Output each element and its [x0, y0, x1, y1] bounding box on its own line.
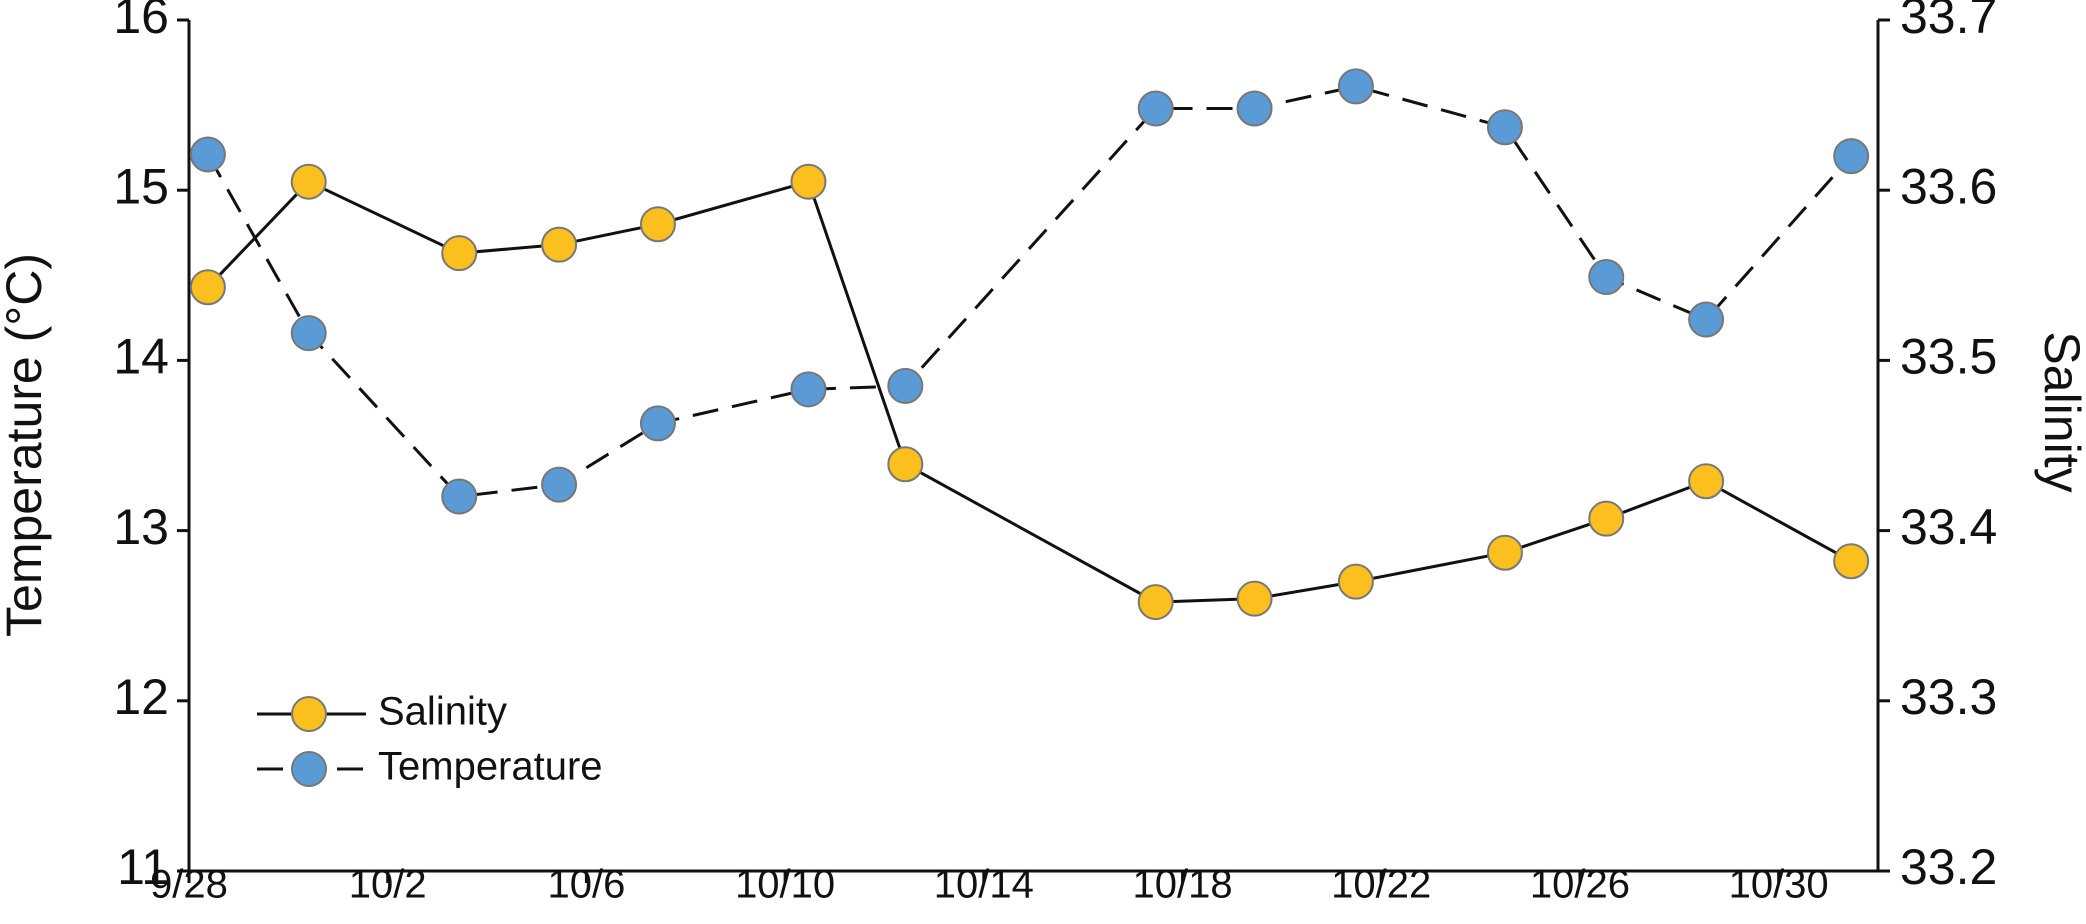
data-point [541, 226, 578, 263]
y-tick-label: 15 [113, 158, 169, 214]
data-point [189, 269, 226, 306]
y2-tick-label: 33.4 [1900, 499, 1997, 555]
data-point [1236, 580, 1273, 617]
legend-marker [291, 696, 327, 732]
legend-label: Salinity [378, 690, 507, 734]
data-point [541, 466, 578, 503]
x-tick-label: 10/22 [1331, 863, 1431, 907]
data-point [290, 315, 327, 352]
x-tick-label: 10/6 [547, 863, 625, 907]
y2-tick-label: 33.6 [1900, 158, 1997, 214]
data-point [189, 136, 226, 173]
data-point [1236, 90, 1273, 127]
y-tick-label: 11 [117, 839, 169, 895]
data-point [1337, 68, 1374, 105]
data-point [639, 405, 676, 442]
y2-axis-label: Salinity [2034, 331, 2086, 492]
x-tick-label: 10/18 [1132, 863, 1232, 907]
data-point [887, 446, 924, 483]
data-point [1833, 543, 1870, 580]
data-point [441, 478, 478, 515]
data-point [1588, 500, 1625, 537]
x-tick-label: 10/26 [1530, 863, 1630, 907]
data-point [290, 163, 327, 200]
data-point [790, 163, 827, 200]
x-tick-label: 10/2 [349, 863, 427, 907]
data-point [887, 367, 924, 404]
data-point [1137, 584, 1174, 621]
data-point [1588, 259, 1625, 296]
data-point [1688, 463, 1725, 500]
x-tick-label: 10/14 [934, 863, 1034, 907]
legend-label: Temperature [378, 745, 603, 789]
legend-marker [291, 751, 327, 787]
y2-tick-label: 33.3 [1900, 669, 1997, 725]
data-point [441, 235, 478, 272]
x-tick-label: 10/30 [1729, 863, 1829, 907]
y-tick-label: 14 [113, 329, 169, 385]
y2-tick-label: 33.2 [1900, 839, 1997, 895]
data-point [639, 206, 676, 243]
y-axis-label: Temperature (°C) [0, 253, 52, 637]
data-point [1137, 90, 1174, 127]
data-point [1688, 301, 1725, 338]
x-tick-label: 9/28 [150, 863, 228, 907]
data-point [1833, 138, 1870, 175]
data-point [1486, 534, 1523, 571]
y-tick-label: 16 [113, 0, 169, 44]
data-point [1337, 563, 1374, 600]
data-point [1486, 109, 1523, 146]
data-point [790, 371, 827, 408]
x-tick-label: 10/10 [735, 863, 835, 907]
y-tick-label: 13 [113, 499, 169, 555]
y2-tick-label: 33.5 [1900, 329, 1997, 385]
y-tick-label: 12 [113, 669, 169, 725]
y2-tick-label: 33.7 [1900, 0, 1997, 44]
